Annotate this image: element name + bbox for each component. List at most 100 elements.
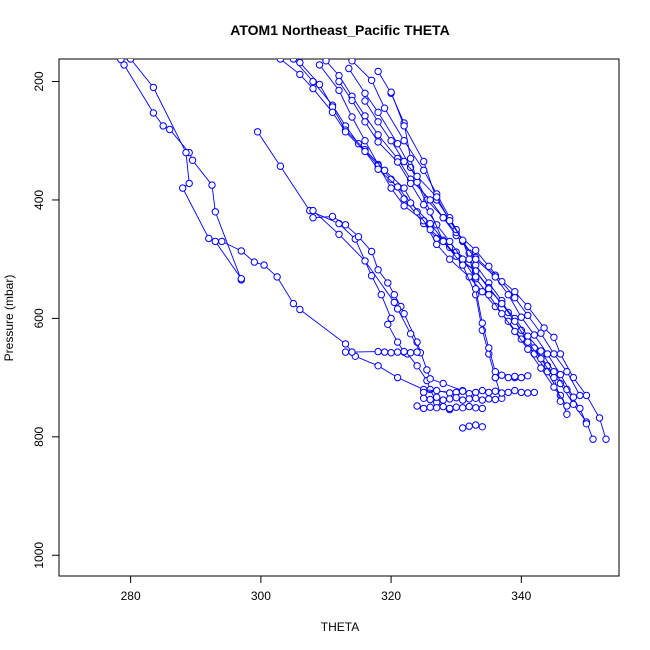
series-21 xyxy=(341,347,421,357)
data-point xyxy=(550,350,558,358)
data-point xyxy=(361,89,369,98)
x-tick-label: 300 xyxy=(251,589,271,603)
data-point xyxy=(341,340,350,348)
data-point xyxy=(374,118,382,126)
data-point xyxy=(439,396,447,404)
data-point xyxy=(413,402,421,410)
series-20 xyxy=(459,421,486,432)
data-point xyxy=(149,109,158,117)
data-point xyxy=(384,279,392,287)
data-point xyxy=(498,278,506,286)
data-point xyxy=(472,255,480,263)
data-point xyxy=(530,331,538,339)
data-point xyxy=(511,327,519,336)
y-tick-label: 200 xyxy=(32,71,46,91)
data-point xyxy=(511,317,519,325)
data-point xyxy=(446,237,454,246)
data-point xyxy=(595,414,604,422)
data-point xyxy=(433,193,441,201)
data-point xyxy=(120,61,128,69)
data-point xyxy=(537,347,545,355)
series-4 xyxy=(218,237,460,397)
data-point xyxy=(179,184,187,192)
x-axis: 280 300 320 340 xyxy=(121,576,532,603)
data-point xyxy=(426,395,434,404)
y-axis: 200 400 600 800 1000 xyxy=(32,71,59,569)
data-point xyxy=(498,310,506,318)
data-point xyxy=(159,122,167,130)
series-line xyxy=(130,59,242,279)
data-point xyxy=(504,388,512,397)
data-point xyxy=(309,206,317,215)
data-point xyxy=(237,275,246,283)
data-point xyxy=(361,118,369,126)
data-point xyxy=(393,348,402,356)
data-point xyxy=(472,285,480,293)
data-point xyxy=(348,59,356,65)
data-point xyxy=(208,181,216,189)
data-point xyxy=(413,348,421,356)
data-point xyxy=(348,348,356,356)
data-point xyxy=(524,302,532,311)
data-point xyxy=(315,80,324,89)
data-point xyxy=(446,404,454,413)
data-point xyxy=(498,371,506,379)
data-point xyxy=(289,59,298,63)
data-point xyxy=(537,355,545,363)
data-point xyxy=(511,288,519,296)
data-point xyxy=(273,273,281,281)
x-tick-label: 320 xyxy=(381,589,401,603)
data-point xyxy=(328,212,337,221)
data-point xyxy=(517,373,525,382)
data-point xyxy=(439,402,447,411)
data-point xyxy=(188,156,197,165)
data-point xyxy=(393,183,402,191)
data-point xyxy=(504,291,512,299)
data-point xyxy=(491,373,499,382)
y-tick-label: 1000 xyxy=(32,542,46,569)
data-point xyxy=(439,237,447,246)
data-point xyxy=(420,166,428,175)
data-point xyxy=(406,179,415,188)
data-point xyxy=(218,237,226,246)
series-2 xyxy=(126,59,246,283)
data-point xyxy=(472,273,480,281)
data-point xyxy=(348,96,356,105)
data-point xyxy=(478,319,486,327)
data-point xyxy=(387,137,395,145)
data-point xyxy=(374,362,382,370)
data-point xyxy=(459,424,467,432)
data-point xyxy=(478,288,486,296)
data-point xyxy=(465,402,473,411)
data-point xyxy=(491,273,499,281)
data-point xyxy=(400,202,408,210)
data-point xyxy=(426,225,434,234)
data-point xyxy=(250,258,259,266)
series-13 xyxy=(335,77,571,410)
series-17 xyxy=(361,97,480,281)
data-point xyxy=(406,154,415,163)
series-line xyxy=(351,60,574,398)
data-point xyxy=(406,199,415,207)
data-point xyxy=(491,395,499,404)
data-point xyxy=(393,338,402,346)
data-point xyxy=(478,386,486,395)
data-point xyxy=(341,348,350,356)
data-point xyxy=(550,383,558,391)
data-point xyxy=(354,233,363,241)
data-point xyxy=(459,404,467,412)
series-line xyxy=(257,131,450,410)
data-point xyxy=(426,208,434,216)
series-7 xyxy=(345,64,610,443)
data-point xyxy=(426,403,434,411)
data-point xyxy=(433,404,441,412)
data-point xyxy=(563,410,571,418)
data-point xyxy=(485,395,493,403)
y-tick-label: 800 xyxy=(32,426,46,446)
data-point xyxy=(426,196,434,204)
series-1 xyxy=(117,59,246,284)
data-point xyxy=(563,368,571,376)
data-point xyxy=(367,272,376,280)
data-point xyxy=(348,113,356,121)
